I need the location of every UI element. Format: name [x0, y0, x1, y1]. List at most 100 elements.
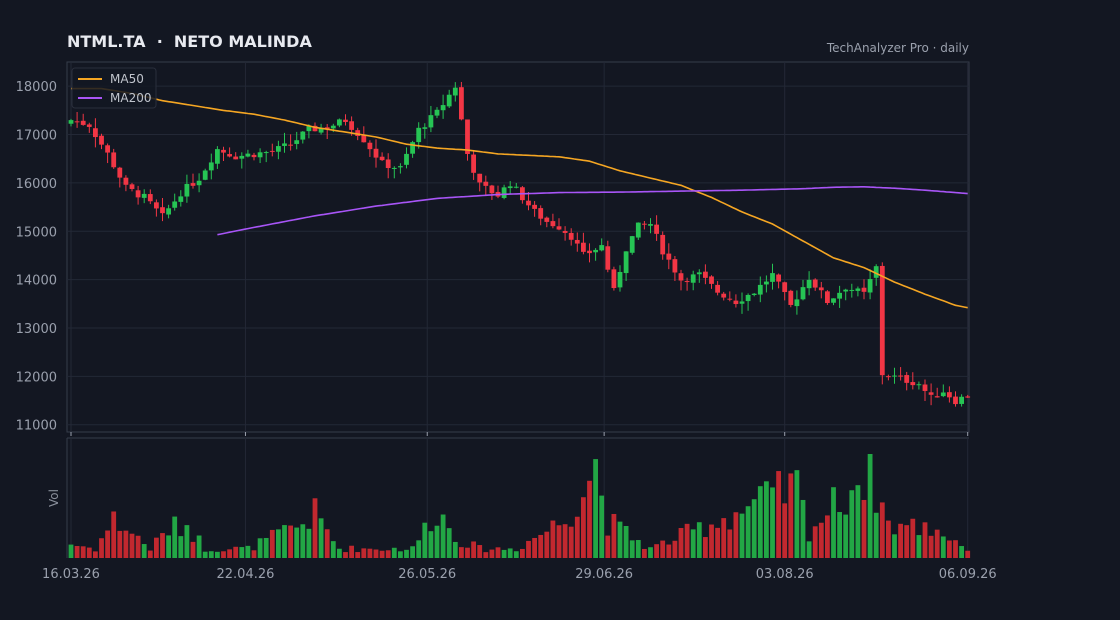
candle-body [892, 375, 897, 377]
volume-bar [672, 540, 678, 558]
candle-body [404, 153, 409, 165]
volume-bar [727, 529, 733, 558]
candle-body [764, 281, 769, 285]
volume-bar [129, 533, 135, 558]
volume-bar [288, 525, 293, 558]
volume-bar [587, 480, 592, 558]
volume-bar [257, 538, 263, 558]
candle-body [385, 159, 391, 169]
volume-bar [379, 550, 385, 558]
candle-body [477, 173, 483, 183]
candle-body [446, 94, 452, 107]
candle-body [721, 293, 727, 298]
volume-bar [428, 531, 434, 558]
candle-body [459, 87, 464, 120]
x-tick-label: 16.03.26 [42, 567, 100, 582]
volume-bar [471, 541, 476, 558]
volume-bar [495, 547, 501, 558]
volume-bar [812, 526, 818, 558]
volume-bar [343, 552, 348, 558]
volume-bar [629, 540, 635, 558]
candle-body [593, 249, 598, 253]
candle-body [330, 125, 336, 129]
volume-bar [312, 498, 318, 558]
x-tick-label: 26.05.26 [398, 567, 456, 582]
volume-bar [507, 548, 513, 558]
candle-body [940, 392, 946, 397]
volume-bar [178, 536, 184, 558]
volume-bar [861, 499, 867, 558]
volume-bar [269, 529, 275, 558]
volume-bar [745, 506, 751, 558]
volume-bar [440, 514, 446, 558]
candle-body [410, 142, 415, 154]
candle-body [776, 274, 781, 282]
candle-body [452, 87, 458, 96]
x-tick-label: 22.04.26 [217, 567, 275, 582]
volume-bar [477, 545, 483, 558]
volume-bar [684, 523, 690, 558]
candle-body [562, 230, 568, 233]
candle-body [501, 187, 507, 198]
moving-averages [71, 87, 968, 309]
candle-body [904, 375, 910, 383]
volume-bar [422, 522, 428, 558]
volume-bar [654, 544, 659, 558]
volume-bar [568, 526, 574, 558]
ma200-line [217, 186, 968, 236]
candle-body [855, 288, 861, 291]
volume-bar [666, 544, 672, 558]
volume-bar [93, 551, 98, 558]
candle-body [190, 183, 196, 186]
candle-body [208, 162, 214, 171]
volume-bar [294, 527, 300, 558]
volume-bar [550, 520, 556, 558]
volume-bar [733, 512, 739, 558]
candle-body [629, 236, 635, 253]
volume-bar [391, 547, 397, 558]
volume-bar [788, 473, 794, 558]
y-tick-label: 13000 [16, 322, 57, 337]
volume-bar [208, 551, 214, 558]
y-tick-label: 16000 [16, 177, 57, 192]
candle-body [898, 375, 903, 377]
candle-body [757, 284, 763, 295]
candle-body [831, 298, 836, 303]
volume-bar [934, 529, 940, 558]
volume-bar [739, 513, 745, 558]
volume-bar [928, 535, 934, 558]
candle-body [239, 155, 245, 159]
candle-body [605, 246, 611, 270]
candle-body [587, 250, 592, 254]
candle-body [648, 224, 653, 226]
candle-body [160, 207, 165, 214]
candle-body [196, 180, 202, 186]
candle-body [245, 153, 251, 157]
y-tick-label: 17000 [16, 129, 57, 144]
candle-body [733, 300, 739, 305]
volume-bar [385, 550, 391, 558]
candle-body [398, 166, 403, 168]
volume-bar [916, 535, 922, 558]
volume-bar [190, 541, 196, 558]
candle-body [282, 143, 287, 146]
candle-body [953, 396, 958, 405]
volume-bar [879, 502, 885, 558]
candle-body [886, 376, 891, 378]
volume-bar [117, 530, 123, 558]
candle-body [965, 396, 971, 398]
candle-body [465, 119, 470, 154]
candle-body [959, 396, 964, 404]
volume-bar [898, 523, 903, 558]
candle-body [532, 204, 537, 209]
volume-bar [111, 511, 117, 558]
volume-bar [855, 485, 861, 558]
candle-body [550, 221, 556, 227]
candle-body [391, 167, 397, 169]
volume-bar [953, 540, 958, 558]
volume-bar [831, 487, 836, 558]
candle-body [916, 384, 922, 386]
volume-bar [147, 550, 153, 558]
volume-bar [818, 522, 824, 558]
volume-bar [446, 528, 452, 558]
